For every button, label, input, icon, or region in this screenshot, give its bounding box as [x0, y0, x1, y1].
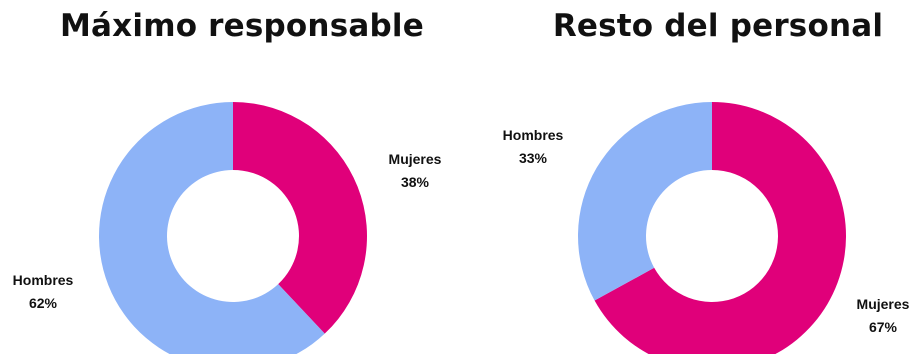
slice-category: Hombres: [12, 272, 74, 288]
slice-label-mujeres-maximo: Mujeres 38%: [380, 148, 450, 194]
donut-slice-hombres: [578, 102, 712, 301]
slice-label-hombres-resto: Hombres 33%: [494, 124, 572, 170]
slice-value: 33%: [518, 150, 548, 166]
slice-label-hombres-maximo: Hombres 62%: [4, 269, 82, 315]
slice-value: 67%: [868, 319, 898, 335]
chart-title-resto: Resto del personal: [552, 8, 884, 44]
donut-slice-hombres: [99, 102, 325, 354]
slice-category: Hombres: [502, 127, 564, 143]
slice-value: 62%: [28, 295, 58, 311]
slice-value: 38%: [400, 174, 430, 190]
donut-resto-personal: [578, 102, 847, 354]
donut-slice-mujeres: [233, 102, 367, 334]
donut-maximo-responsable: [99, 102, 367, 354]
chart-title-maximo: Máximo responsable: [60, 8, 424, 44]
slice-category: Mujeres: [856, 296, 910, 312]
donut-slice-mujeres: [594, 102, 847, 354]
slice-category: Mujeres: [388, 151, 442, 167]
slice-label-mujeres-resto: Mujeres 67%: [848, 293, 918, 339]
